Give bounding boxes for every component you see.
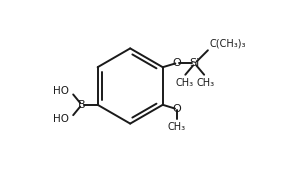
Text: C(CH₃)₃: C(CH₃)₃: [210, 38, 246, 48]
Text: B: B: [78, 100, 86, 110]
Text: Si: Si: [190, 58, 200, 68]
Text: O: O: [173, 104, 181, 114]
Text: CH₃: CH₃: [175, 78, 193, 88]
Text: HO: HO: [53, 114, 69, 123]
Text: O: O: [173, 58, 181, 68]
Text: CH₃: CH₃: [196, 78, 214, 88]
Text: HO: HO: [53, 86, 69, 96]
Text: CH₃: CH₃: [168, 122, 186, 132]
